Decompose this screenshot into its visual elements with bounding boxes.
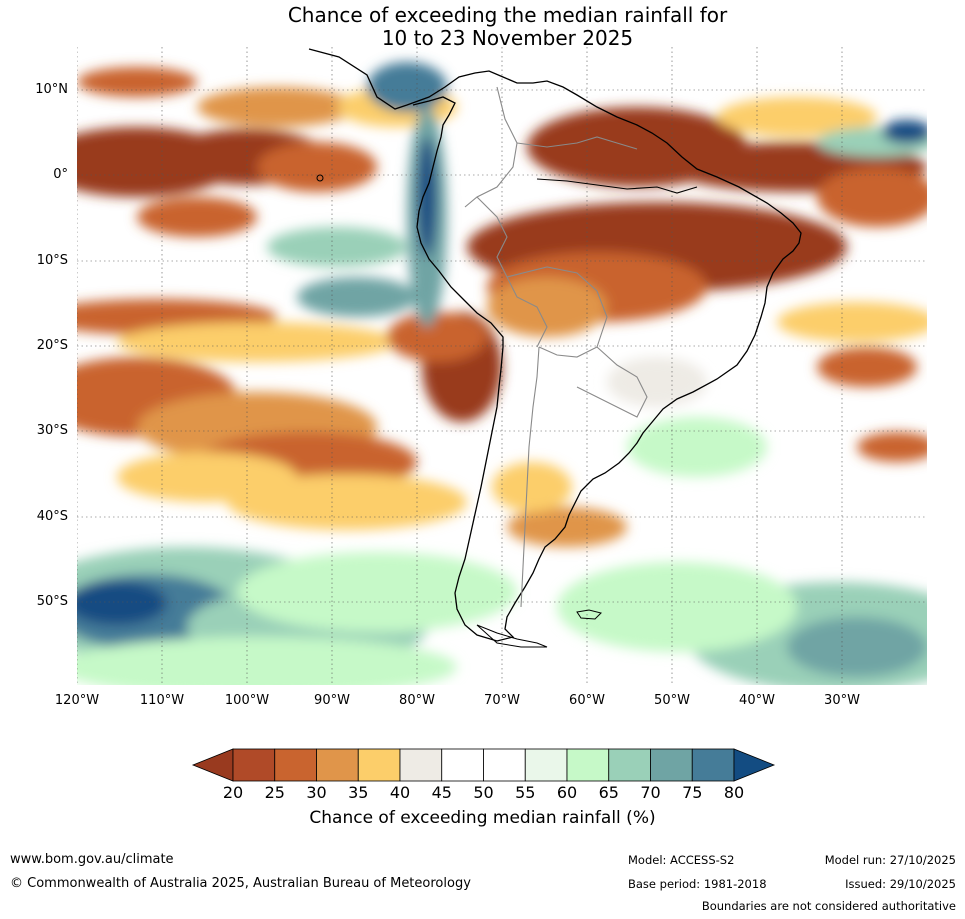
colorbar-swatch — [691, 748, 735, 782]
colorbar-tick-label: 20 — [222, 783, 244, 802]
issued-date: Issued: 29/10/2025 — [845, 877, 956, 891]
colorbar-swatch — [316, 748, 359, 782]
rainfall-map — [77, 47, 927, 685]
lat-label: 30°S — [36, 423, 68, 438]
map-title: Chance of exceeding the median rainfall … — [0, 4, 965, 50]
colorbar-swatch — [566, 748, 610, 782]
colorbar-swatch — [232, 748, 276, 782]
colorbar-swatch — [483, 748, 526, 782]
lon-label: 80°W — [399, 693, 435, 708]
colorbar-tick-label: 25 — [264, 783, 285, 802]
falkland-islands — [576, 609, 602, 620]
amazon-river — [536, 178, 698, 194]
title-line-2: 10 to 23 November 2025 — [381, 26, 634, 50]
colorbar-tick-label: 30 — [306, 783, 327, 802]
lat-label: 40°S — [36, 509, 68, 524]
lon-label: 60°W — [569, 693, 605, 708]
lon-label: 120°W — [54, 693, 100, 708]
galapagos-islands — [316, 174, 324, 182]
tierra-del-fuego — [476, 624, 548, 648]
colorbar-tick-label: 40 — [389, 783, 411, 802]
boundary-disclaimer: Boundaries are not considered authoritat… — [701, 899, 956, 913]
lon-label: 30°W — [824, 693, 860, 708]
lat-label: 20°S — [36, 338, 68, 353]
title-line-1: Chance of exceeding the median rainfall … — [287, 3, 728, 27]
colorbar-tick-label: 70 — [640, 783, 661, 802]
colorbar-tick-label: 55 — [515, 783, 536, 802]
colorbar-swatch — [274, 748, 317, 782]
colorbar-tick-label: 50 — [473, 783, 494, 802]
colorbar-swatch — [441, 748, 484, 782]
coastline — [308, 48, 802, 642]
colorbar-tick-label: 65 — [598, 783, 619, 802]
colorbar-swatch — [608, 748, 651, 782]
graticule — [77, 47, 927, 685]
colorbar-swatch — [357, 748, 401, 782]
lon-label: 70°W — [484, 693, 520, 708]
colorbar-tick-label: 35 — [348, 783, 369, 802]
lat-label: 50°S — [36, 594, 68, 609]
colorbar-extend-high — [733, 748, 776, 782]
model-run-date: Model run: 27/10/2025 — [824, 853, 956, 867]
colorbar-swatch — [399, 748, 443, 782]
website-link[interactable]: www.bom.gov.au/climate — [10, 852, 174, 867]
map-canvas — [77, 47, 927, 685]
lon-label: 40°W — [739, 693, 775, 708]
colorbar-swatch — [650, 748, 693, 782]
lon-label: 110°W — [139, 693, 185, 708]
model-name: Model: ACCESS-S2 — [628, 853, 735, 867]
colorbar-title: Chance of exceeding median rainfall (%) — [309, 808, 656, 828]
lon-label: 90°W — [314, 693, 350, 708]
lat-label: 10°S — [36, 253, 68, 268]
lon-label: 50°W — [654, 693, 690, 708]
lat-label: 10°N — [35, 82, 68, 97]
base-period: Base period: 1981-2018 — [628, 877, 767, 891]
copyright-text: © Commonwealth of Australia 2025, Austra… — [10, 876, 471, 891]
lat-label: 0° — [53, 167, 68, 182]
national-borders — [464, 86, 648, 608]
rainfall-fields — [77, 62, 927, 685]
colorbar-tick-label: 80 — [723, 783, 745, 802]
colorbar-tick-label: 60 — [556, 783, 578, 802]
colorbar-tick-label: 75 — [682, 783, 703, 802]
colorbar-tick-label: 45 — [431, 783, 452, 802]
colorbar-extend-low — [191, 748, 234, 782]
colorbar-swatch — [524, 748, 568, 782]
lon-label: 100°W — [224, 693, 270, 708]
